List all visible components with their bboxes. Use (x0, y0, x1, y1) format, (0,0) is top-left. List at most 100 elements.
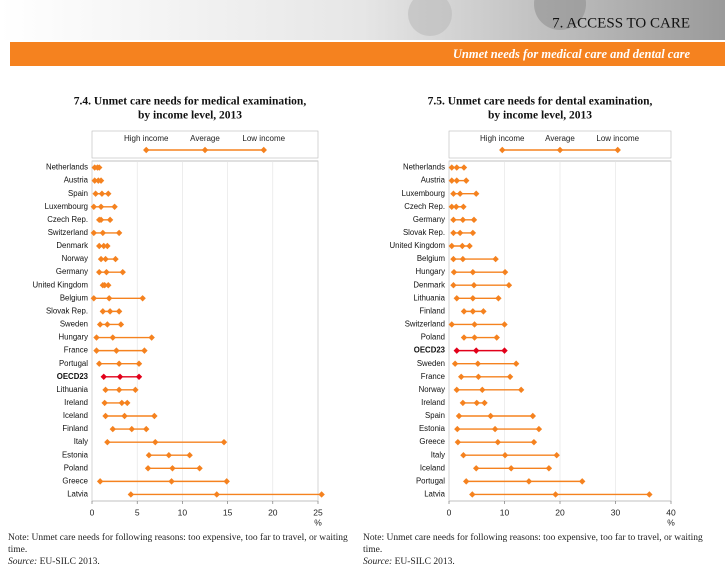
dot (472, 190, 480, 197)
legend-label: Average (545, 134, 575, 143)
dot (115, 386, 123, 394)
legend-label: High income (480, 134, 525, 143)
dot (453, 347, 460, 354)
dot (459, 242, 466, 250)
y-tick-label: Germany (413, 215, 445, 224)
dot (151, 412, 158, 420)
dot (115, 360, 123, 367)
y-tick-label: Luxembourg (402, 189, 445, 198)
chart-title: by income level, 2013 (488, 110, 592, 122)
dot (481, 399, 488, 407)
dot (453, 177, 460, 184)
y-tick-label: Czech Rep. (404, 202, 445, 211)
source-label: Source: (363, 557, 393, 567)
dot (460, 203, 467, 210)
dot (104, 438, 111, 446)
x-tick-label: 0 (447, 507, 452, 517)
header-decoration (408, 0, 452, 36)
dot (112, 255, 119, 263)
legend-box (448, 130, 672, 159)
chart-title: 7.5. Unmet care needs for dental examina… (428, 96, 653, 108)
y-tick-label: Finland (62, 424, 88, 433)
y-tick-label: Switzerland (48, 228, 88, 237)
y-tick-label: Iceland (420, 463, 445, 472)
dot (507, 465, 515, 472)
x-tick-label: 40 (666, 507, 676, 517)
dot (132, 386, 139, 394)
dot (127, 491, 135, 498)
legend-label: High income (124, 134, 169, 143)
dot (460, 164, 468, 171)
dot (103, 268, 110, 276)
dot (470, 282, 478, 289)
dot (92, 190, 99, 197)
x-tick-label: 20 (268, 507, 278, 517)
y-tick-label: Finland (419, 306, 445, 315)
dot (90, 229, 98, 237)
y-tick-label: Portugal (416, 476, 445, 485)
legend-marker (260, 146, 267, 154)
dot (466, 242, 473, 250)
y-tick-label: Spain (68, 189, 88, 198)
y-tick-label: Estonia (62, 450, 89, 459)
chart-title: by income level, 2013 (138, 110, 242, 122)
y-tick-label: Norway (419, 385, 446, 394)
dot (165, 452, 173, 459)
section-subtitle: Unmet needs for medical care and dental … (453, 47, 691, 61)
dot (115, 229, 123, 237)
legend-marker (614, 146, 621, 154)
dot (96, 360, 103, 367)
dot (318, 491, 325, 498)
y-tick-label: Hungary (59, 333, 89, 342)
note: Note: Unmet care needs for following rea… (363, 532, 703, 568)
dot (494, 438, 502, 446)
y-tick-label: Sweden (60, 320, 88, 329)
dot (102, 412, 109, 420)
dot (115, 308, 123, 315)
y-tick-label: Greece (62, 476, 88, 485)
dot (472, 465, 480, 472)
dot (448, 177, 455, 184)
chart-title: 7.4. Unmet care needs for medical examin… (74, 96, 307, 108)
y-tick-label: Greece (419, 437, 445, 446)
source: Source: EU-SILC 2013. (363, 556, 703, 568)
dot (453, 203, 460, 210)
dot (480, 308, 487, 315)
y-tick-label: Austria (421, 176, 446, 185)
dot (196, 465, 203, 472)
dot (469, 491, 476, 498)
dot (453, 164, 460, 171)
dot (99, 308, 107, 315)
source: Source: EU-SILC 2013. (8, 556, 348, 568)
dot (213, 491, 220, 498)
dot (501, 452, 509, 459)
x-tick-label: 10 (178, 507, 188, 517)
dot (492, 255, 499, 263)
dot (530, 438, 538, 446)
dot (96, 268, 103, 276)
x-tick-label: 25 (313, 507, 323, 517)
dot (450, 216, 457, 224)
dot (579, 478, 586, 485)
dot (118, 399, 126, 407)
dot (104, 321, 111, 328)
y-tick-label: Italy (74, 437, 88, 446)
y-tick-label: Hungary (416, 267, 446, 276)
dot (472, 347, 480, 354)
y-tick-label: Germany (56, 267, 88, 276)
dot (501, 321, 508, 328)
dot (109, 334, 116, 341)
dot (91, 177, 98, 184)
note-text: Note: Unmet care needs for following rea… (363, 533, 703, 555)
dot (101, 399, 108, 407)
dot (460, 452, 467, 459)
dot (450, 229, 457, 237)
dot (473, 399, 480, 407)
note-text: Note: Unmet care needs for following rea… (8, 533, 348, 555)
dot (459, 255, 467, 263)
x-tick-label: 15 (223, 507, 233, 517)
dot (491, 425, 499, 433)
y-tick-label: Ireland (64, 398, 88, 407)
dot (474, 360, 482, 367)
dot (553, 452, 560, 459)
